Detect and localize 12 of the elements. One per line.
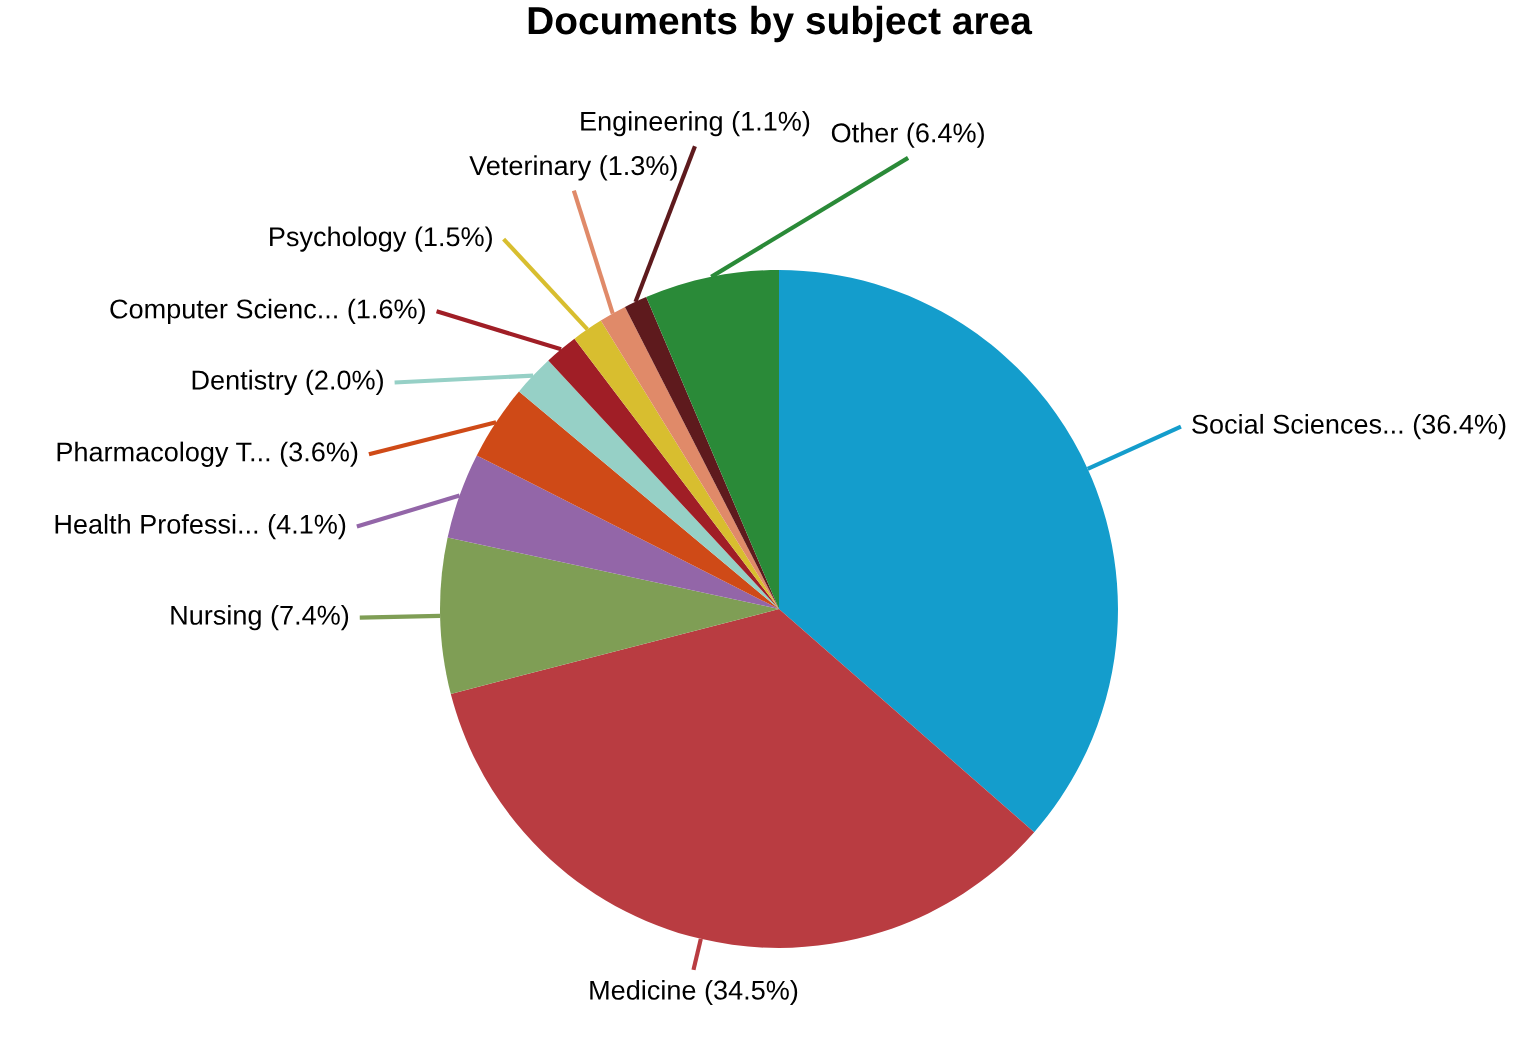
slice-label: Dentistry (2.0%)	[192, 369, 383, 396]
slice-label: Psychology (1.5%)	[270, 226, 492, 252]
slice-label: Pharmacology T... (3.6%)	[57, 441, 358, 467]
slice-label: Health Professi... (4.1%)	[55, 513, 346, 540]
slice-label: Veterinary (1.3%)	[469, 155, 677, 181]
slice-label: Other (6.4%)	[831, 122, 984, 148]
slice-label: Computer Scienc... (1.6%)	[110, 298, 425, 324]
slice-label: Nursing (7.4%)	[171, 604, 349, 631]
chart-title: Documents by subject area	[528, 5, 1033, 43]
slice-label: Social Sciences... (36.4%)	[1192, 413, 1506, 440]
slice-label: Medicine (34.5%)	[590, 979, 798, 1006]
slice-label: Engineering (1.1%)	[581, 110, 810, 137]
